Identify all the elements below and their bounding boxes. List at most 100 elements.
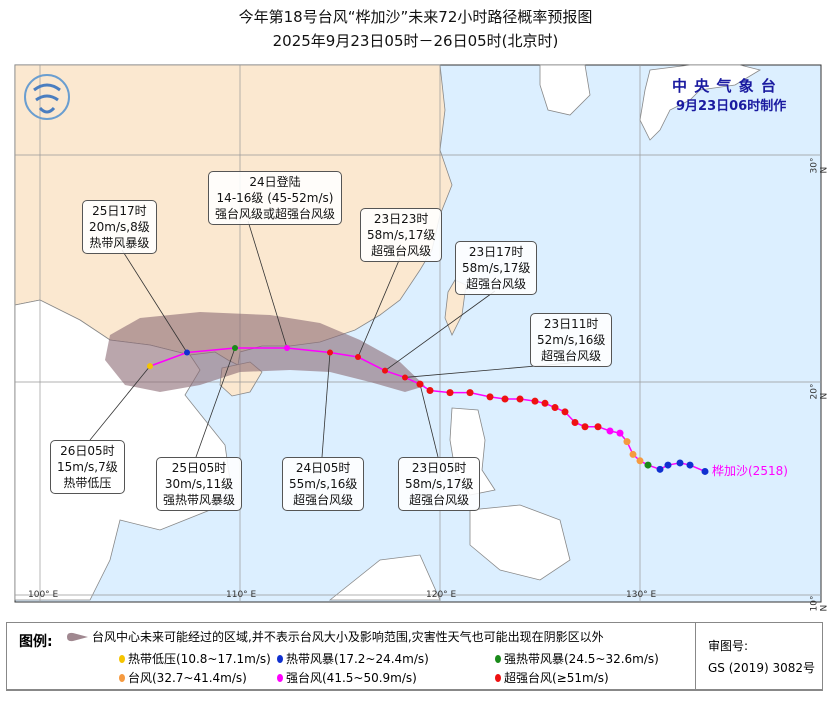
lon-tick: 130° E: [626, 590, 657, 600]
forecast-label-line: 25日17时: [92, 204, 147, 218]
leader-line: [357, 257, 401, 358]
past-track-point: [581, 423, 589, 431]
past-track-point: [416, 380, 424, 388]
legend: 图例: 台风中心未来可能经过的区域,并不表示台风大小及影响范围,灾害性天气也可能…: [6, 622, 823, 691]
legend-item-label: 强热带风暴(24.5~32.6m/s): [504, 652, 659, 666]
past-track-point: [686, 461, 694, 469]
forecast-label-line: 58m/s,17级: [367, 228, 436, 242]
forecast-label-line: 超强台风级: [466, 277, 527, 291]
forecast-point: [284, 344, 290, 351]
forecast-point: [327, 349, 333, 356]
title-line2: 2025年9月23日05时－26日05时(北京时): [272, 32, 559, 50]
lon-tick: 110° E: [226, 590, 257, 600]
typhoon-symbol-icon: [277, 654, 283, 663]
legend-item: 超强台风(≥51m/s): [495, 669, 609, 686]
forecast-label-line: 30m/s,11级: [164, 477, 234, 491]
past-track-point: [644, 461, 652, 469]
leader-line: [384, 290, 496, 371]
past-track-point: [636, 457, 644, 465]
forecast-label-box: 23日11时 52m/s,16级 超强台风级: [530, 313, 613, 367]
past-track-point: [616, 429, 624, 437]
forecast-label-line: 58m/s,17级: [405, 477, 474, 491]
forecast-label-line: 超强台风级: [293, 493, 354, 507]
forecast-label-line: 24日05时: [295, 461, 351, 475]
past-track-point: [541, 399, 549, 407]
forecast-label-line: 超强台风级: [409, 493, 470, 507]
legend-item: 强热带风暴(24.5~32.6m/s): [495, 650, 659, 667]
legend-item-label: 热带低压(10.8~17.1m/s): [128, 652, 271, 666]
past-track-point: [606, 427, 614, 435]
forecast-label-line: 15m/s,7级: [57, 460, 118, 474]
typhoon-symbol-icon: [119, 673, 125, 682]
legend-item: 强台风(41.5~50.9m/s): [277, 669, 417, 686]
org-name: 中 央 气 象 台: [672, 77, 777, 95]
forecast-label-line: 52m/s,16级: [537, 333, 606, 347]
past-track-point: [531, 397, 539, 405]
title-line1: 今年第18号台风“桦加沙”未来72小时路径概率预报图: [238, 8, 593, 26]
forecast-label-line: 23日05时: [411, 461, 467, 475]
forecast-label-line: 热带风暴级: [89, 236, 150, 250]
forecast-label-box: 24日登陆 14-16级 (45-52m/s) 强台风级或超强台风级: [208, 171, 343, 225]
land-korea: [539, 64, 591, 116]
forecast-point: [382, 367, 388, 374]
forecast-label-line: 25日05时: [171, 461, 227, 475]
legend-item-label: 热带风暴(17.2~24.4m/s): [286, 652, 429, 666]
forecast-label-line: 23日17时: [468, 245, 524, 259]
forecast-label-line: 23日11时: [543, 317, 599, 331]
leader-line: [121, 249, 188, 353]
forecast-label-box: 23日05时 58m/s,17级 超强台风级: [398, 457, 481, 511]
legend-item-label: 台风(32.7~41.4m/s): [128, 671, 247, 685]
past-track-point: [501, 395, 509, 403]
forecast-point: [355, 354, 361, 361]
lon-tick: 120° E: [426, 590, 457, 600]
forecast-label-line: 强热带风暴级: [163, 493, 236, 507]
forecast-label-line: 58m/s,17级: [462, 261, 531, 275]
forecast-label-line: 超强台风级: [541, 349, 602, 363]
legend-cone-text: 台风中心未来可能经过的区域,并不表示台风大小及影响范围,灾害性天气也可能出现在阴…: [92, 630, 604, 644]
leader-line: [89, 365, 151, 441]
forecast-label-line: 超强台风级: [371, 244, 432, 258]
typhoon-symbol-icon: [277, 673, 283, 682]
cone-swatch-icon: [67, 632, 88, 641]
leader-lines: [89, 220, 571, 458]
forecast-label-line: 14-16级 (45-52m/s): [216, 191, 334, 205]
land-philippines-south: [469, 504, 571, 581]
past-track-point: [623, 438, 631, 446]
probability-cone: [105, 312, 425, 392]
forecast-label-line: 热带低压: [63, 476, 112, 490]
review-label: 审图号:: [708, 639, 749, 653]
legend-item-label: 强台风(41.5~50.9m/s): [286, 671, 417, 685]
forecast-label-line: 20m/s,8级: [89, 220, 150, 234]
track-points: [147, 344, 709, 475]
legend-item: 热带低压(10.8~17.1m/s): [119, 650, 271, 667]
past-track-point: [676, 459, 684, 467]
review-number: 审图号: GS (2019) 3082号: [695, 623, 823, 689]
past-track-point: [594, 423, 602, 431]
review-no: GS (2019) 3082号: [708, 661, 815, 675]
past-track-point: [486, 393, 494, 401]
typhoon-symbol-icon: [119, 654, 125, 663]
forecast-point: [402, 374, 408, 381]
past-track-point: [656, 465, 664, 473]
lon-tick: 100° E: [28, 590, 59, 600]
leader-line: [195, 347, 236, 458]
past-track-point: [629, 450, 637, 458]
past-track-point: [446, 389, 454, 397]
forecast-label-box: 25日05时 30m/s,11级 强热带风暴级: [156, 457, 243, 511]
leader-line: [321, 352, 331, 458]
forecast-point: [232, 344, 238, 351]
past-track-point: [664, 461, 672, 469]
leader-line: [247, 220, 288, 349]
legend-title: 图例:: [19, 634, 53, 650]
forecast-label-box: 24日05时 55m/s,16级 超强台风级: [282, 457, 365, 511]
forecast-label-line: 23日23时: [373, 212, 429, 226]
past-track-point: [561, 408, 569, 416]
forecast-label-line: 24日登陆: [249, 175, 301, 189]
leader-line: [419, 384, 439, 458]
past-track-point: [701, 467, 709, 475]
graticule: [15, 65, 821, 602]
forecast-point: [147, 363, 153, 370]
typhoon-symbol-icon: [495, 654, 501, 663]
lat-tick: 30° N: [809, 157, 830, 174]
